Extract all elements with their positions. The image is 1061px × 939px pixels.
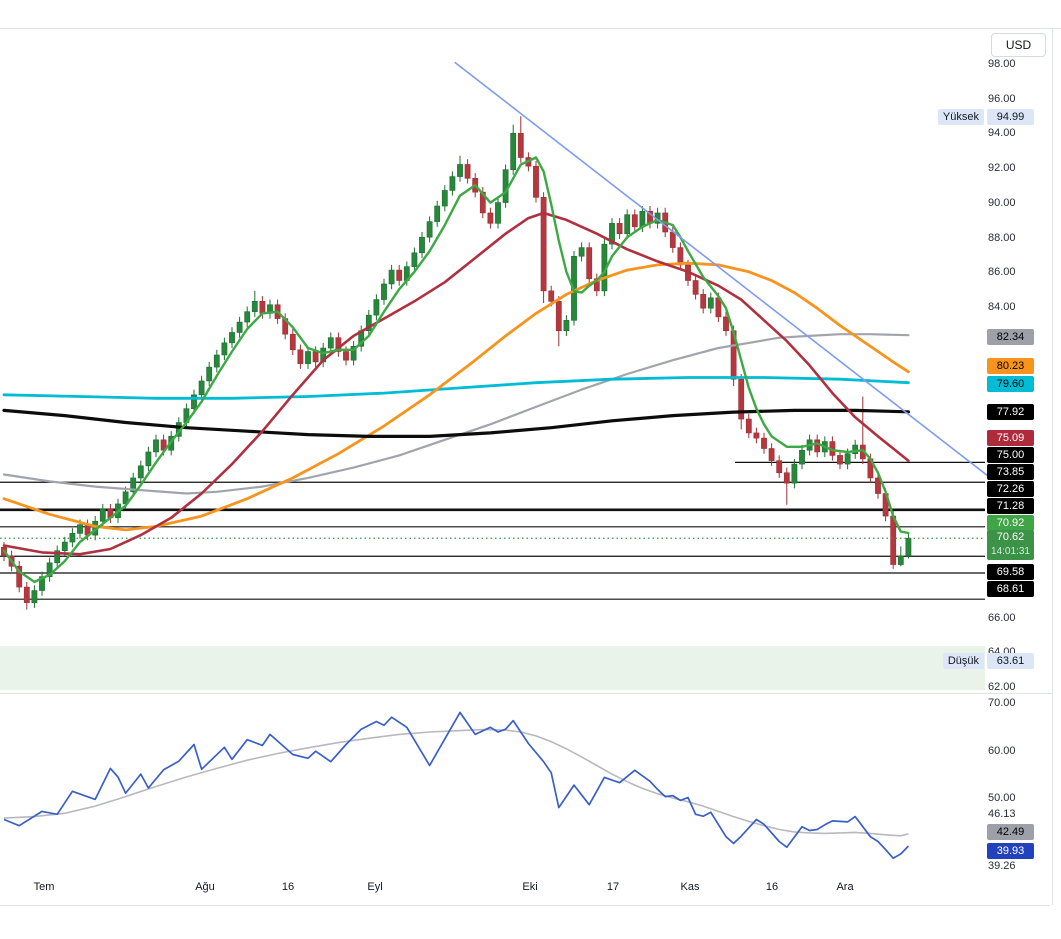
time-tick: 16 bbox=[765, 881, 779, 893]
top-border bbox=[0, 28, 1061, 29]
time-tick: Tem bbox=[33, 881, 55, 893]
rsi-value-label: 39.93 bbox=[987, 843, 1034, 859]
rsi-signal-line bbox=[3, 728, 909, 837]
price-value-label: 68.61 bbox=[987, 581, 1034, 597]
last-price-time: 14:01:31 bbox=[991, 546, 1030, 557]
price-tick: 90.00 bbox=[988, 197, 1016, 209]
ma-green-line bbox=[2, 156, 910, 584]
price-value-label: 75.00 bbox=[987, 447, 1034, 463]
price-value-label: 75.09 bbox=[987, 430, 1034, 446]
price-value-label: 77.92 bbox=[987, 404, 1034, 420]
price-tick: 92.00 bbox=[988, 162, 1016, 174]
pane-divider[interactable] bbox=[0, 693, 1052, 694]
ma-red-line bbox=[2, 211, 910, 556]
price-tick: 62.00 bbox=[988, 681, 1016, 693]
rsi-pane[interactable] bbox=[3, 711, 910, 860]
ma-black-line bbox=[2, 408, 911, 438]
price-tick: 96.00 bbox=[988, 93, 1016, 105]
time-tick: Ağu bbox=[195, 881, 215, 893]
ma-cyan-line bbox=[2, 376, 910, 400]
rsi-line bbox=[3, 711, 910, 860]
price-value-label: 70.92 bbox=[987, 515, 1034, 531]
price-value-label: 82.34 bbox=[987, 329, 1034, 345]
price-tick: 88.00 bbox=[988, 232, 1016, 244]
support-zone-band bbox=[0, 646, 985, 690]
candlestick-series bbox=[1, 116, 912, 610]
time-tick: 17 bbox=[606, 881, 620, 893]
time-axis-border bbox=[0, 905, 1050, 906]
price-level-lines bbox=[0, 461, 985, 600]
time-tick: Eki bbox=[522, 881, 538, 893]
low-marker-value: 63.61 bbox=[987, 653, 1034, 669]
rsi-tick: 60.00 bbox=[988, 745, 1016, 757]
price-tick: 94.00 bbox=[988, 127, 1016, 139]
price-value-label: 69.58 bbox=[987, 564, 1034, 580]
price-tick: 66.00 bbox=[988, 612, 1016, 624]
low-marker-label: Düşük bbox=[942, 653, 984, 669]
high-marker-label: Yüksek bbox=[937, 109, 984, 125]
rsi-tick: 46.13 bbox=[988, 808, 1016, 820]
last-price-value: 70.62 bbox=[996, 531, 1025, 543]
last-price-label: 70.62 14:01:31 bbox=[987, 530, 1034, 560]
price-value-label: 72.26 bbox=[987, 481, 1034, 497]
rsi-tick: 70.00 bbox=[988, 697, 1016, 709]
currency-button[interactable]: USD bbox=[991, 33, 1046, 57]
rsi-tick: 50.00 bbox=[988, 792, 1016, 804]
price-tick: 86.00 bbox=[988, 266, 1016, 278]
high-marker-value: 94.99 bbox=[987, 109, 1034, 125]
time-tick: Ara bbox=[836, 881, 854, 893]
price-value-label: 80.23 bbox=[987, 358, 1034, 374]
time-tick: 16 bbox=[281, 881, 295, 893]
price-value-label: 73.85 bbox=[987, 464, 1034, 480]
price-value-label: 71.28 bbox=[987, 498, 1034, 514]
rsi-value-label: 42.49 bbox=[987, 824, 1034, 840]
time-tick: Kas bbox=[680, 881, 700, 893]
ma-orange-line bbox=[2, 261, 910, 532]
rsi-tick: 39.26 bbox=[988, 860, 1016, 872]
price-tick: 84.00 bbox=[988, 301, 1016, 313]
price-pane[interactable] bbox=[0, 61, 989, 690]
ma-gray-line bbox=[2, 333, 910, 495]
trendline[interactable] bbox=[454, 61, 989, 477]
time-tick: Eyl bbox=[367, 881, 383, 893]
price-axis-border bbox=[1052, 28, 1053, 905]
price-value-label: 79.60 bbox=[987, 376, 1034, 392]
price-tick: 98.00 bbox=[988, 58, 1016, 70]
